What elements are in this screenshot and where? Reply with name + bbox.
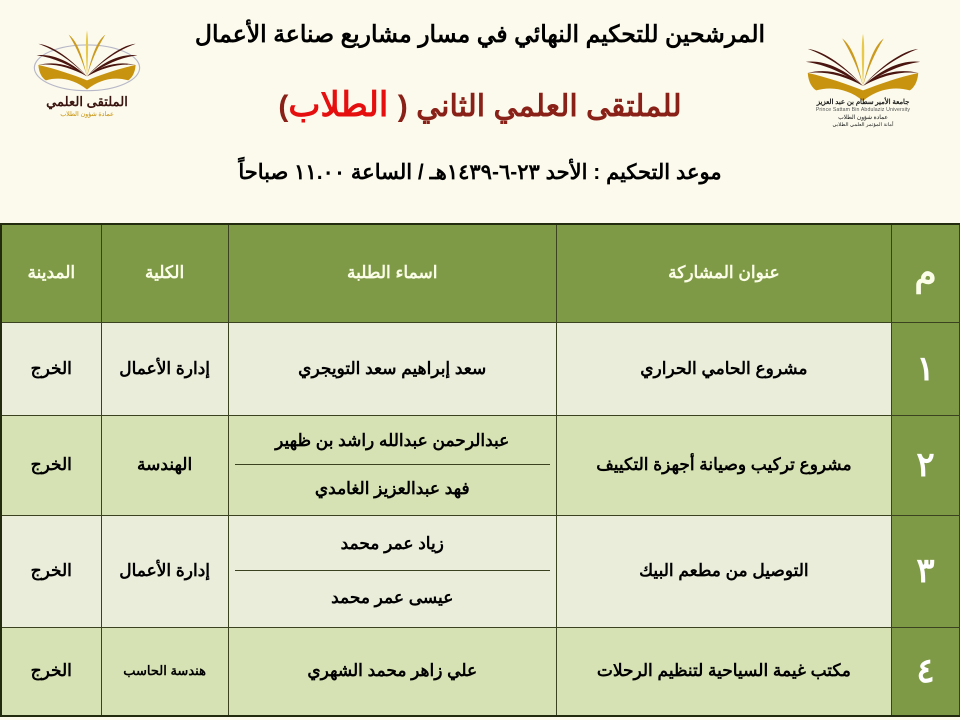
svg-text:الملتقى العلمي: الملتقى العلمي	[46, 94, 128, 110]
svg-text:أمانة المؤتمر العلمي الطلابي: أمانة المؤتمر العلمي الطلابي	[832, 120, 894, 128]
svg-text:Prince Sattam Bin Abdulaziz Un: Prince Sattam Bin Abdulaziz University	[816, 107, 911, 113]
svg-text:عمادة شؤون الطلاب: عمادة شؤون الطلاب	[838, 114, 888, 121]
svg-text:عمادة شؤون الطلاب: عمادة شؤون الطلاب	[60, 111, 113, 118]
